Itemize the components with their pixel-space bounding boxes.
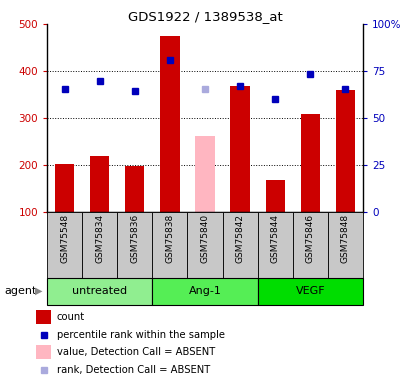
Bar bbox=[265, 180, 284, 212]
Bar bbox=[195, 136, 214, 212]
Bar bbox=[36, 310, 50, 324]
Bar bbox=[55, 164, 74, 212]
Text: percentile rank within the sample: percentile rank within the sample bbox=[56, 330, 224, 340]
Bar bbox=[117, 212, 152, 278]
Text: agent: agent bbox=[4, 286, 36, 296]
Bar bbox=[90, 156, 109, 212]
Bar bbox=[36, 345, 50, 360]
Bar bbox=[292, 212, 327, 278]
Bar bbox=[300, 114, 319, 212]
Bar bbox=[125, 166, 144, 212]
Bar bbox=[327, 212, 362, 278]
Bar bbox=[47, 278, 152, 304]
Text: count: count bbox=[56, 312, 85, 322]
Text: GSM75842: GSM75842 bbox=[235, 214, 244, 263]
Text: value, Detection Call = ABSENT: value, Detection Call = ABSENT bbox=[56, 348, 214, 357]
Text: Ang-1: Ang-1 bbox=[188, 286, 221, 296]
Bar bbox=[187, 212, 222, 278]
Bar bbox=[257, 278, 362, 304]
Text: untreated: untreated bbox=[72, 286, 127, 296]
Text: VEGF: VEGF bbox=[295, 286, 324, 296]
Text: GSM75834: GSM75834 bbox=[95, 214, 104, 263]
Text: rank, Detection Call = ABSENT: rank, Detection Call = ABSENT bbox=[56, 365, 209, 375]
Text: GSM75840: GSM75840 bbox=[200, 214, 209, 263]
Bar bbox=[257, 212, 292, 278]
Text: GSM75838: GSM75838 bbox=[165, 214, 174, 263]
Text: GSM75848: GSM75848 bbox=[340, 214, 349, 263]
Text: GSM75846: GSM75846 bbox=[305, 214, 314, 263]
Bar bbox=[230, 86, 249, 212]
Bar bbox=[82, 212, 117, 278]
Bar bbox=[47, 212, 82, 278]
Text: ▶: ▶ bbox=[35, 286, 43, 296]
Bar bbox=[222, 212, 257, 278]
Text: GSM75548: GSM75548 bbox=[60, 214, 69, 263]
Text: GSM75844: GSM75844 bbox=[270, 214, 279, 263]
Bar bbox=[152, 278, 257, 304]
Bar bbox=[335, 90, 354, 212]
Text: GSM75836: GSM75836 bbox=[130, 214, 139, 263]
Bar bbox=[152, 212, 187, 278]
Title: GDS1922 / 1389538_at: GDS1922 / 1389538_at bbox=[127, 10, 282, 23]
Bar bbox=[160, 36, 179, 212]
